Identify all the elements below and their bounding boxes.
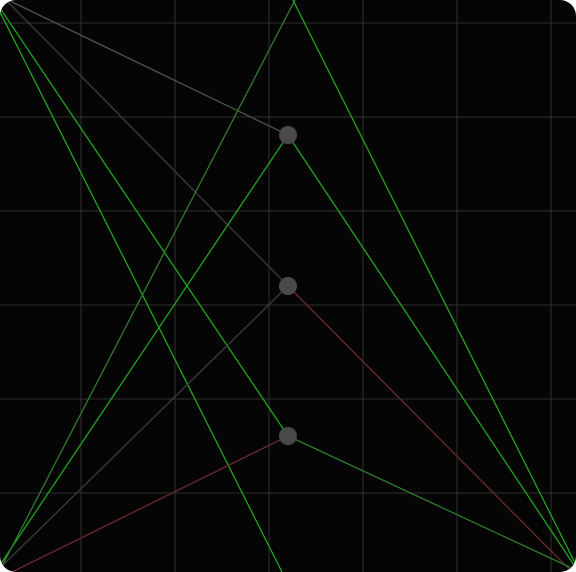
edge-line [0,134,289,566]
edge-line [292,0,576,566]
edge-line [287,285,573,572]
nodes [279,126,297,445]
edge-line [287,435,576,571]
edge-line [0,285,289,569]
edge-line [11,435,289,572]
graph-node[interactable] [279,126,297,144]
graph-node[interactable] [279,277,297,295]
edge-line [7,0,289,136]
edge-line [0,11,283,572]
edge-line [287,134,576,569]
edge-line [5,0,289,287]
edge-line [0,7,289,437]
edge-line [0,0,296,571]
graph-node[interactable] [279,427,297,445]
